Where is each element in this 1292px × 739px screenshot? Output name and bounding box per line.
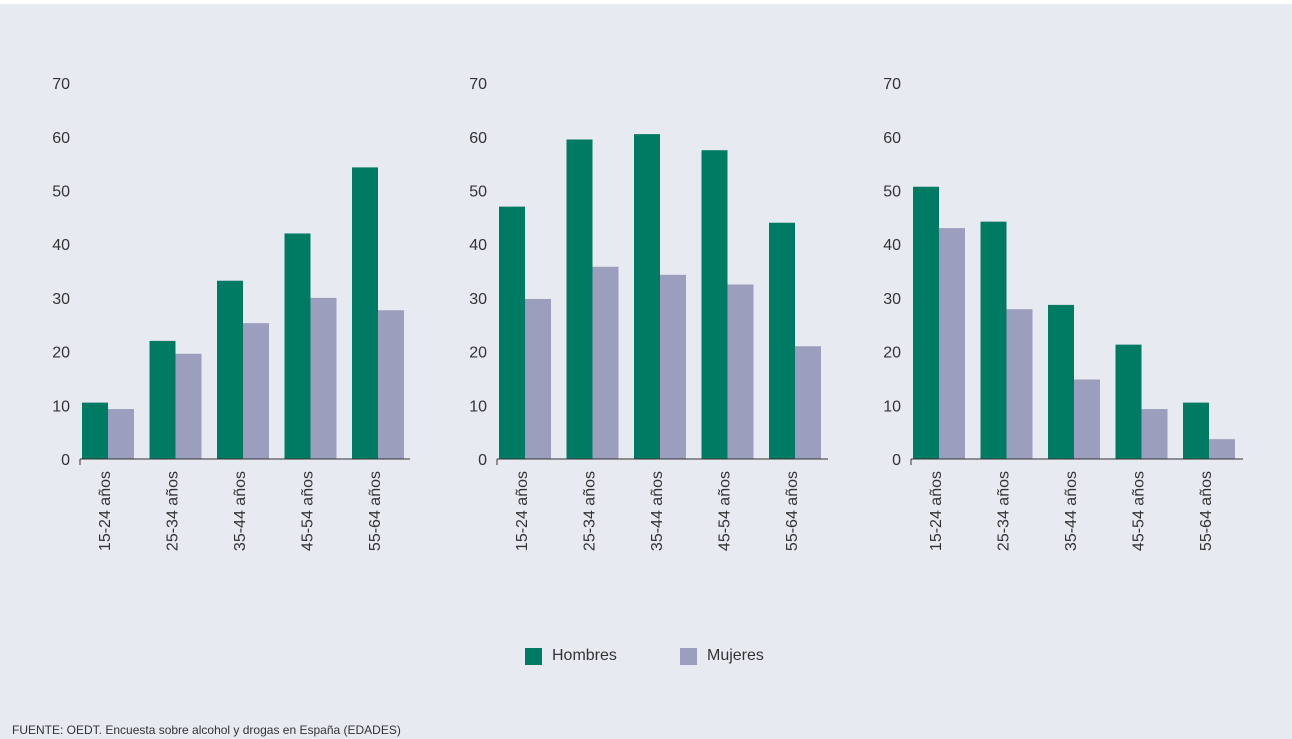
y-tick-label: 60 [883,130,901,147]
y-tick-label: 40 [883,237,901,254]
bar-hombres [499,206,525,459]
y-tick-label: 0 [478,452,487,469]
bar-mujeres [525,298,551,459]
bar-hombres [1048,304,1074,459]
x-tick-label: 55-64 años [1198,471,1215,551]
charts-canvas: 0 10 20 30 40 50 60 70 15-24 años 25-34 años 35-44… [52,76,1243,551]
y-tick-label: 20 [883,345,901,362]
bar-mujeres [1141,409,1168,459]
y-tick-label: 60 [469,130,487,147]
bar-mujeres [939,228,965,459]
y-tick-label: 70 [883,76,901,93]
bar-chart-2: 0 10 20 30 40 50 60 70 15-24 años 25-34 años 35-44… [469,76,828,551]
y-tick-label: 30 [883,291,901,308]
bar-mujeres [243,323,269,459]
y-tick-label: 50 [469,184,487,201]
x-tick-label: 25-34 años [996,471,1013,551]
bar-hombres [1115,344,1142,459]
bar-hombres [566,139,593,460]
bar-hombres [701,150,728,459]
legend-item-mujeres: Mujeres [680,647,764,665]
legend-swatch-hombres [525,647,542,665]
x-tick-label: 25-34 años [582,471,599,551]
bar-chart-1: 0 10 20 30 40 50 60 70 15-24 años 25-34 años 35-44… [52,76,410,551]
bar-mujeres [660,274,686,459]
bar-mujeres [592,266,619,459]
bar-mujeres [310,297,337,459]
y-tick-label: 50 [52,184,70,201]
y-tick-label: 20 [469,345,487,362]
y-tick-label: 10 [469,398,487,415]
legend: Hombres Mujeres [0,647,1292,671]
x-tick-label: 15-24 años [514,471,531,551]
y-tick-label: 40 [52,237,70,254]
bar-hombres [980,221,1007,459]
bar-hombres [1183,402,1209,459]
bar-chart-3: 0 10 20 30 40 50 60 70 15-24 años 25-34 años 35-44… [883,76,1243,551]
x-tick-label: 45-54 años [717,471,734,551]
bar-mujeres [1006,309,1033,459]
bar-hombres [769,222,795,459]
y-tick-label: 50 [883,184,901,201]
bar-mujeres [108,409,134,459]
bar-hombres [352,167,378,459]
source-note: FUENTE: OEDT. Encuesta sobre alcohol y d… [12,723,401,737]
y-tick-label: 10 [883,398,901,415]
x-tick-label: 15-24 años [928,471,945,551]
x-tick-label: 45-54 años [1131,471,1148,551]
x-tick-label: 55-64 años [367,471,384,551]
x-tick-label: 35-44 años [1063,471,1080,551]
y-tick-label: 70 [469,76,487,93]
legend-item-hombres: Hombres [525,647,617,665]
bar-hombres [634,134,660,460]
bar-mujeres [378,310,404,459]
bar-mujeres [1074,379,1100,459]
bar-hombres [217,280,243,459]
legend-label-hombres: Hombres [552,647,617,664]
bar-mujeres [1209,439,1235,459]
y-tick-label: 60 [52,130,70,147]
y-tick-label: 70 [52,76,70,93]
bar-mujeres [175,353,202,459]
y-tick-label: 40 [469,237,487,254]
x-tick-label: 45-54 años [300,471,317,551]
y-tick-label: 30 [469,291,487,308]
legend-swatch-mujeres [680,647,697,665]
x-tick-label: 55-64 años [784,471,801,551]
y-tick-label: 0 [61,452,70,469]
x-tick-label: 25-34 años [165,471,182,551]
x-tick-label: 35-44 años [232,471,249,551]
bar-hombres [284,233,311,459]
chart-panel: 0 10 20 30 40 50 60 70 15-24 años 25-34 años 35-44… [0,4,1292,739]
x-tick-label: 35-44 años [649,471,666,551]
y-tick-label: 20 [52,345,70,362]
bar-mujeres [795,346,821,459]
y-tick-label: 10 [52,398,70,415]
bar-hombres [82,402,108,459]
legend-label-mujeres: Mujeres [707,647,764,664]
bar-hombres [913,186,939,459]
y-tick-label: 0 [892,452,901,469]
bar-hombres [149,340,176,459]
bar-mujeres [727,284,754,459]
y-tick-label: 30 [52,291,70,308]
x-tick-label: 15-24 años [97,471,114,551]
